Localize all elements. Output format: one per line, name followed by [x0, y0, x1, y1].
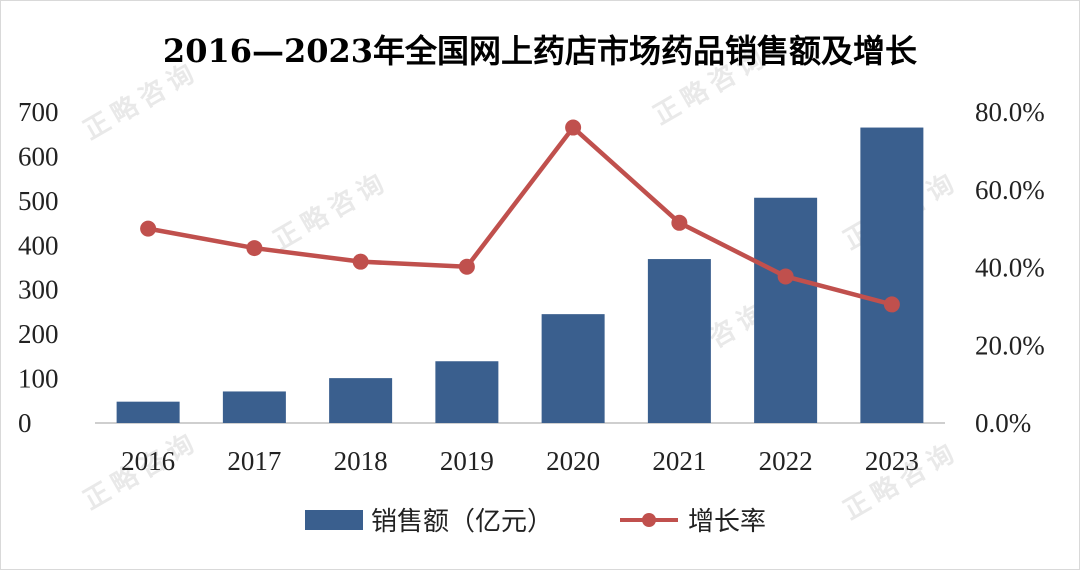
growth-line-series [140, 119, 900, 313]
left-tick-label: 300 [18, 275, 59, 305]
x-tick-label: 2022 [759, 446, 813, 476]
x-tick-label: 2019 [440, 446, 494, 476]
growth-point-2023 [883, 296, 900, 313]
growth-line [147, 125, 893, 307]
growth-point-2016 [140, 220, 157, 237]
x-axis-ticks: 2016 2017 2018 2019 2020 2021 2022 2023 [121, 446, 919, 476]
legend: 销售额（亿元） 增长率 [305, 507, 766, 537]
growth-point-2018 [352, 253, 369, 270]
growth-point-2017 [246, 240, 263, 257]
left-tick-label: 200 [18, 319, 59, 349]
x-tick-label: 2020 [546, 446, 600, 476]
legend-label-sales: 销售额（亿元） [371, 507, 553, 537]
chart-title: 2016—2023年全国网上药店市场药品销售额及增长 [163, 32, 917, 70]
growth-point-2022 [777, 268, 794, 285]
x-tick-label: 2021 [652, 446, 706, 476]
legend-swatch-sales [305, 510, 363, 530]
bar-2016 [116, 401, 180, 423]
growth-point-2020 [565, 119, 582, 136]
bar-2021 [647, 259, 711, 423]
bar-series [116, 127, 924, 424]
bar-2019 [435, 361, 499, 423]
right-tick-label: 60.0% [975, 175, 1045, 205]
left-tick-label: 700 [18, 97, 59, 127]
right-axis-ticks: 0.0% 20.0% 40.0% 60.0% 80.0% [975, 97, 1045, 438]
watermark-layer: 正略咨询正略咨询正略咨询正略咨询正略咨询正略咨询正略咨询 [78, 40, 964, 526]
left-tick-label: 400 [18, 230, 59, 260]
left-tick-label: 500 [18, 186, 59, 216]
left-tick-label: 600 [18, 141, 59, 171]
bar-2018 [329, 378, 393, 423]
right-tick-label: 20.0% [975, 330, 1045, 360]
left-axis-ticks: 0 100 200 300 400 500 600 700 [18, 97, 59, 438]
growth-point-2019 [458, 258, 475, 275]
right-tick-label: 80.0% [975, 97, 1045, 127]
legend-label-growth: 增长率 [688, 507, 766, 537]
legend-marker-growth [642, 513, 656, 527]
left-tick-label: 100 [18, 364, 59, 394]
bar-2017 [222, 391, 286, 423]
growth-point-2021 [671, 214, 688, 231]
x-tick-label: 2016 [121, 446, 175, 476]
bar-2023 [860, 127, 924, 424]
x-tick-label: 2018 [334, 446, 388, 476]
right-tick-label: 40.0% [975, 253, 1045, 283]
x-tick-label: 2023 [865, 446, 919, 476]
bar-2022 [754, 197, 818, 423]
left-tick-label: 0 [18, 408, 32, 438]
watermark-text: 正略咨询 [268, 165, 394, 256]
bar-2020 [541, 314, 605, 423]
x-tick-label: 2017 [227, 446, 281, 476]
right-tick-label: 0.0% [975, 408, 1031, 438]
